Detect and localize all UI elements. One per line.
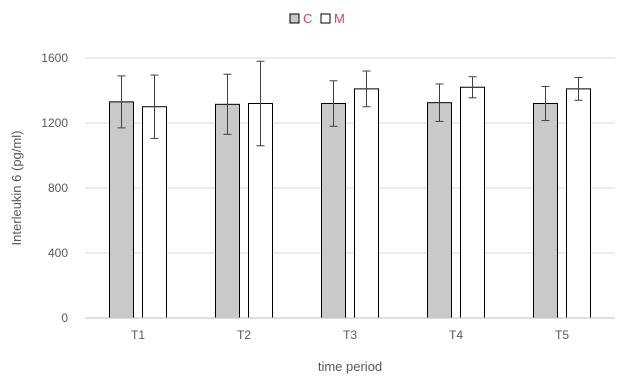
bar-M-T1 <box>142 106 167 319</box>
x-tick-label: T1 <box>131 328 145 342</box>
y-tick-labels: 0 400 800 1200 1600 <box>41 51 68 325</box>
x-tick-label: T4 <box>449 328 463 342</box>
x-tick-labels: T1 T2 T3 T4 T5 <box>131 328 569 342</box>
x-axis-title: time period <box>318 359 382 374</box>
y-axis-title: Interleukin 6 (pg/ml) <box>9 131 24 246</box>
bar-C-T3 <box>321 103 346 319</box>
bar-M-T3 <box>354 88 379 319</box>
x-tick-label: T2 <box>237 328 251 342</box>
gridlines <box>85 57 615 254</box>
bar-C-T2 <box>215 103 240 319</box>
legend-label-M: M <box>334 11 345 26</box>
legend-swatch-C <box>289 13 300 24</box>
y-tick-label: 800 <box>48 181 68 195</box>
x-tick-label: T3 <box>343 328 357 342</box>
y-tick-label: 0 <box>61 311 68 325</box>
bars <box>109 86 591 319</box>
error-bars <box>117 60 583 147</box>
x-tick-label: T5 <box>555 328 569 342</box>
legend-swatch-M <box>320 13 331 24</box>
y-tick-label: 1600 <box>41 51 68 65</box>
bar-M-T4 <box>460 86 485 319</box>
bar-C-T5 <box>533 103 558 319</box>
bar-C-T4 <box>427 102 452 319</box>
legend-label-C: C <box>303 11 312 26</box>
bar-M-T5 <box>566 88 591 319</box>
y-tick-label: 1200 <box>41 116 68 130</box>
y-tick-label: 400 <box>48 246 68 260</box>
bar-C-T1 <box>109 101 134 319</box>
